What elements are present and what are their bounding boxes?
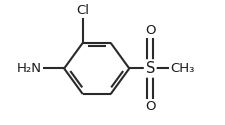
Text: S: S	[145, 61, 154, 76]
Text: CH₃: CH₃	[169, 62, 194, 75]
Text: O: O	[144, 24, 155, 37]
Text: H₂N: H₂N	[17, 62, 42, 75]
Text: O: O	[144, 100, 155, 113]
Text: Cl: Cl	[76, 4, 89, 17]
